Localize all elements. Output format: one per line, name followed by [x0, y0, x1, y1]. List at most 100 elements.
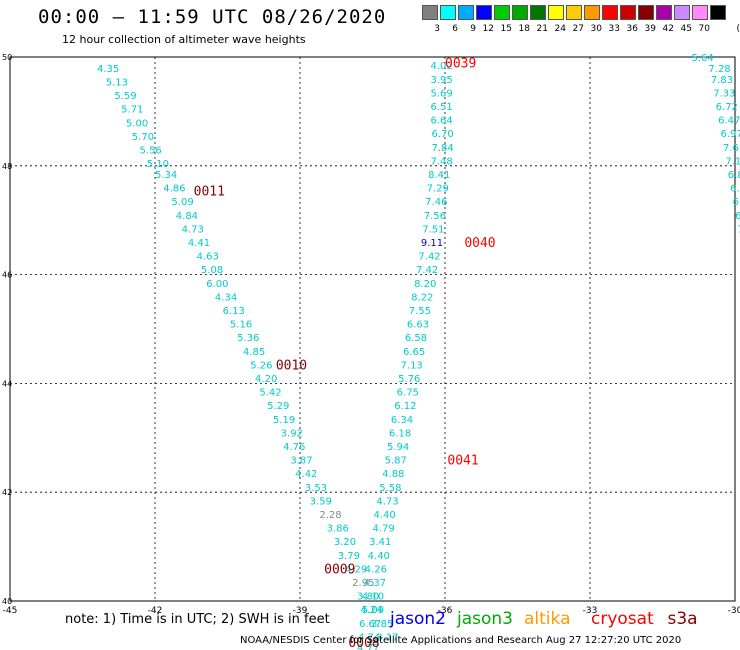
wave-height-value: 5.19 [273, 415, 295, 426]
legend-swatch [674, 5, 690, 20]
legend-label: 30 [590, 24, 602, 34]
wave-height-value: 6.64 [431, 116, 453, 127]
satellite-label: jason3 [457, 609, 513, 629]
wave-height-value: 5.36 [237, 333, 259, 344]
credit-line: NOAA/NESDIS Center for Satellite Applica… [240, 635, 682, 646]
wave-height-value: 7.29 [427, 184, 449, 195]
legend-label: 12 [482, 24, 494, 34]
lat-tick-label: 48 [2, 162, 12, 171]
wave-height-value: 6.13 [223, 306, 245, 317]
wave-height-value: 7.46 [425, 197, 447, 208]
wave-height-value: 5.09 [171, 197, 193, 208]
wave-height-value: 3.92 [281, 428, 303, 439]
wave-height-value: 7.48 [431, 156, 453, 167]
wave-height-value: 4.40 [368, 551, 390, 562]
wave-height-value: 6.67 [359, 619, 381, 630]
legend-label: 15 [500, 24, 512, 34]
wave-height-value: 5.13 [106, 77, 128, 88]
legend-swatches [422, 5, 740, 20]
legend-label: 21 [536, 24, 548, 34]
wave-height-value: 5.34 [155, 170, 177, 181]
legend-swatch [638, 5, 654, 20]
wave-height-value: 3.20 [334, 537, 356, 548]
wave-height-value: 4.79 [373, 524, 395, 535]
wave-height-value: 8.41 [428, 170, 450, 181]
wave-height-value: 3.41 [369, 537, 391, 548]
wave-height-value: 6.37 [733, 197, 740, 208]
wave-height-value: 7.42 [418, 252, 440, 263]
wave-height-value: 3.53 [305, 483, 327, 494]
wave-height-value: 5.70 [132, 132, 154, 143]
wave-height-value: 6.18 [389, 428, 411, 439]
pass-id-label: 0041 [447, 454, 478, 469]
wave-height-value: 5.76 [398, 374, 420, 385]
chart-title: 00:00 – 11:59 UTC 08/26/2020 [38, 6, 387, 28]
wave-height-value: 4.77 [357, 643, 379, 650]
legend-swatch [656, 5, 672, 20]
lon-tick-label: -39 [293, 606, 308, 616]
legend-unit: (ft) [736, 24, 740, 34]
wave-height-value: 4.26 [365, 564, 387, 575]
lat-tick-label: 50 [2, 53, 12, 62]
legend-label: 9 [470, 24, 476, 34]
wave-height-value: 5.00 [126, 118, 148, 129]
wave-height-value: 7.51 [422, 224, 444, 235]
legend-label: 24 [554, 24, 566, 34]
wave-height-value: 4.63 [197, 252, 219, 263]
lon-tick-label: -33 [583, 606, 598, 616]
wave-height-value: 5.56 [140, 145, 162, 156]
wave-height-value: 3.17 [376, 632, 398, 643]
wave-height-value: 7.16 [725, 156, 740, 167]
wave-height-value: 5.09 [362, 605, 384, 616]
wave-height-value: 8.22 [411, 292, 433, 303]
wave-height-value: 3.80 [357, 592, 379, 603]
lat-tick-label: 40 [2, 597, 12, 606]
wave-height-value: 4.34 [215, 292, 237, 303]
wave-height-value: 6.51 [431, 102, 453, 113]
wave-height-value: 4.86 [163, 184, 185, 195]
wave-height-value: 2.28 [319, 510, 341, 521]
wave-height-value: 7.83 [711, 75, 733, 86]
wave-height-value: 3.85 [371, 619, 393, 630]
wave-height-value: 7.42 [416, 265, 438, 276]
satellite-label: jason2 [390, 609, 446, 629]
wave-height-value: 7.33 [713, 88, 735, 99]
wave-height-value: 7.84 [431, 143, 453, 154]
wave-height-value: 5.58 [379, 483, 401, 494]
wave-height-value: 4.73 [376, 496, 398, 507]
wave-height-value: 4.24 [360, 605, 382, 616]
legend-swatch [494, 5, 510, 20]
legend-swatch [440, 5, 456, 20]
wave-height-value: 6.75 [397, 388, 419, 399]
wave-height-value: 4.74 [358, 632, 380, 643]
wave-height-value: 3.59 [310, 496, 332, 507]
wave-height-value: 3.79 [338, 551, 360, 562]
lat-tick-label: 44 [2, 379, 12, 388]
pass-id-label: 0039 [445, 56, 476, 71]
lon-tick-label: -45 [3, 606, 18, 616]
legend-label: 27 [572, 24, 584, 34]
satellite-label: s3a [667, 609, 698, 629]
pass-id-label: 0010 [276, 358, 307, 373]
wave-height-value: 6.92 [735, 211, 740, 222]
wave-height-value: 6.00 [206, 279, 228, 290]
legend-swatch [458, 5, 474, 20]
wave-height-value: 5.29 [267, 401, 289, 412]
pass-id-label: 0008 [348, 636, 379, 650]
lon-tick-label: -36 [438, 606, 453, 616]
wave-height-value: 6.47 [718, 116, 740, 127]
wave-height-value: 6.97 [721, 129, 740, 140]
legend-label: 33 [608, 24, 620, 34]
wave-height-value: 6.72 [716, 102, 738, 113]
legend-label: 3 [434, 24, 440, 34]
wave-height-value: 4.41 [188, 238, 210, 249]
wave-height-value: 6.93 [730, 184, 740, 195]
legend-label: 36 [626, 24, 638, 34]
wave-height-value: 7.13 [401, 360, 423, 371]
wave-height-value: 5.16 [230, 320, 252, 331]
wave-height-value: 6.81 [728, 170, 740, 181]
wave-height-value: 6.63 [407, 320, 429, 331]
wave-height-value: 4.42 [295, 469, 317, 480]
legend-swatch [548, 5, 564, 20]
